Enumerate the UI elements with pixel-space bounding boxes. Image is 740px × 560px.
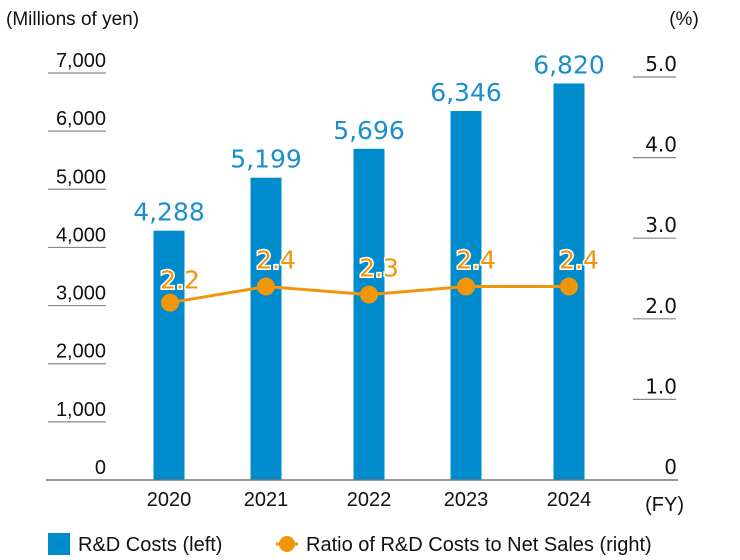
- right-axis-tick-label: 4.0: [645, 133, 677, 157]
- ratio-value-label: 2.3: [359, 254, 399, 283]
- right-axis-tick-label: 5.0: [645, 52, 677, 76]
- bar-series: 4,288 5,199 5,696 6,346 6,820: [133, 50, 605, 481]
- ratio-value-label: 2.4: [559, 246, 599, 275]
- bar-value-label: 6,346: [430, 78, 502, 107]
- bar-value-label: 5,199: [230, 145, 302, 174]
- legend: R&D Costs (left) Ratio of R&D Costs to N…: [48, 533, 652, 556]
- left-axis-tick-label: 0: [95, 457, 106, 479]
- ratio-point: [457, 277, 475, 296]
- bar-value-label: 6,820: [533, 50, 605, 79]
- left-axis-tick-label: 7,000: [56, 50, 106, 72]
- ratio-value-label: 2.4: [256, 246, 296, 275]
- bar: [153, 230, 185, 480]
- ratio-value-label: 2.4: [456, 246, 496, 275]
- ratio-point: [560, 277, 578, 296]
- left-axis-tick-label: 2,000: [56, 341, 106, 363]
- right-axis: 0 1.0 2.0 3.0 4.0 5.0: [633, 52, 677, 479]
- legend-line-label: Ratio of R&D Costs to Net Sales (right): [306, 534, 652, 556]
- right-axis-tick-label: 2.0: [645, 294, 677, 318]
- left-axis-unit-label: (Millions of yen): [6, 9, 139, 30]
- bar: [353, 148, 385, 480]
- bar-value-label: 5,696: [333, 116, 405, 145]
- ratio-point: [161, 293, 179, 312]
- x-axis-tick-label: 2021: [244, 489, 289, 511]
- x-axis-tick-label: 2020: [147, 489, 192, 511]
- right-axis-tick-label: 0: [664, 455, 677, 479]
- ratio-value-label: 2.2: [160, 266, 200, 295]
- left-axis-tick-label: 3,000: [56, 283, 106, 305]
- bar-value-label: 4,288: [133, 198, 205, 227]
- legend-bar-label: R&D Costs (left): [78, 534, 222, 556]
- ratio-line-series: 2.2 2.4 2.3 2.4 2.4: [159, 244, 600, 312]
- left-axis-tick-label: 6,000: [56, 108, 106, 130]
- left-axis: 0 1,000 2,000 3,000 4,000 5,000 6,000 7,000: [48, 50, 106, 479]
- right-axis-tick-label: 1.0: [645, 374, 677, 398]
- x-axis: 2020 2021 2022 2023 2024: [147, 489, 592, 511]
- left-axis-tick-label: 4,000: [56, 224, 106, 246]
- ratio-point: [360, 285, 378, 304]
- legend-line-swatch: [276, 536, 298, 552]
- x-axis-tick-label: 2022: [347, 489, 392, 511]
- bar: [250, 177, 282, 481]
- x-axis-tick-label: 2023: [444, 489, 489, 511]
- x-axis-unit-label: (FY): [645, 494, 684, 516]
- right-axis-tick-label: 3.0: [645, 213, 677, 237]
- ratio-point: [257, 277, 275, 296]
- right-axis-unit-label: (%): [669, 9, 699, 30]
- left-axis-tick-label: 1,000: [56, 399, 106, 421]
- left-axis-tick-label: 5,000: [56, 166, 106, 188]
- x-axis-tick-label: 2024: [547, 489, 592, 511]
- legend-bar-swatch: [48, 533, 70, 555]
